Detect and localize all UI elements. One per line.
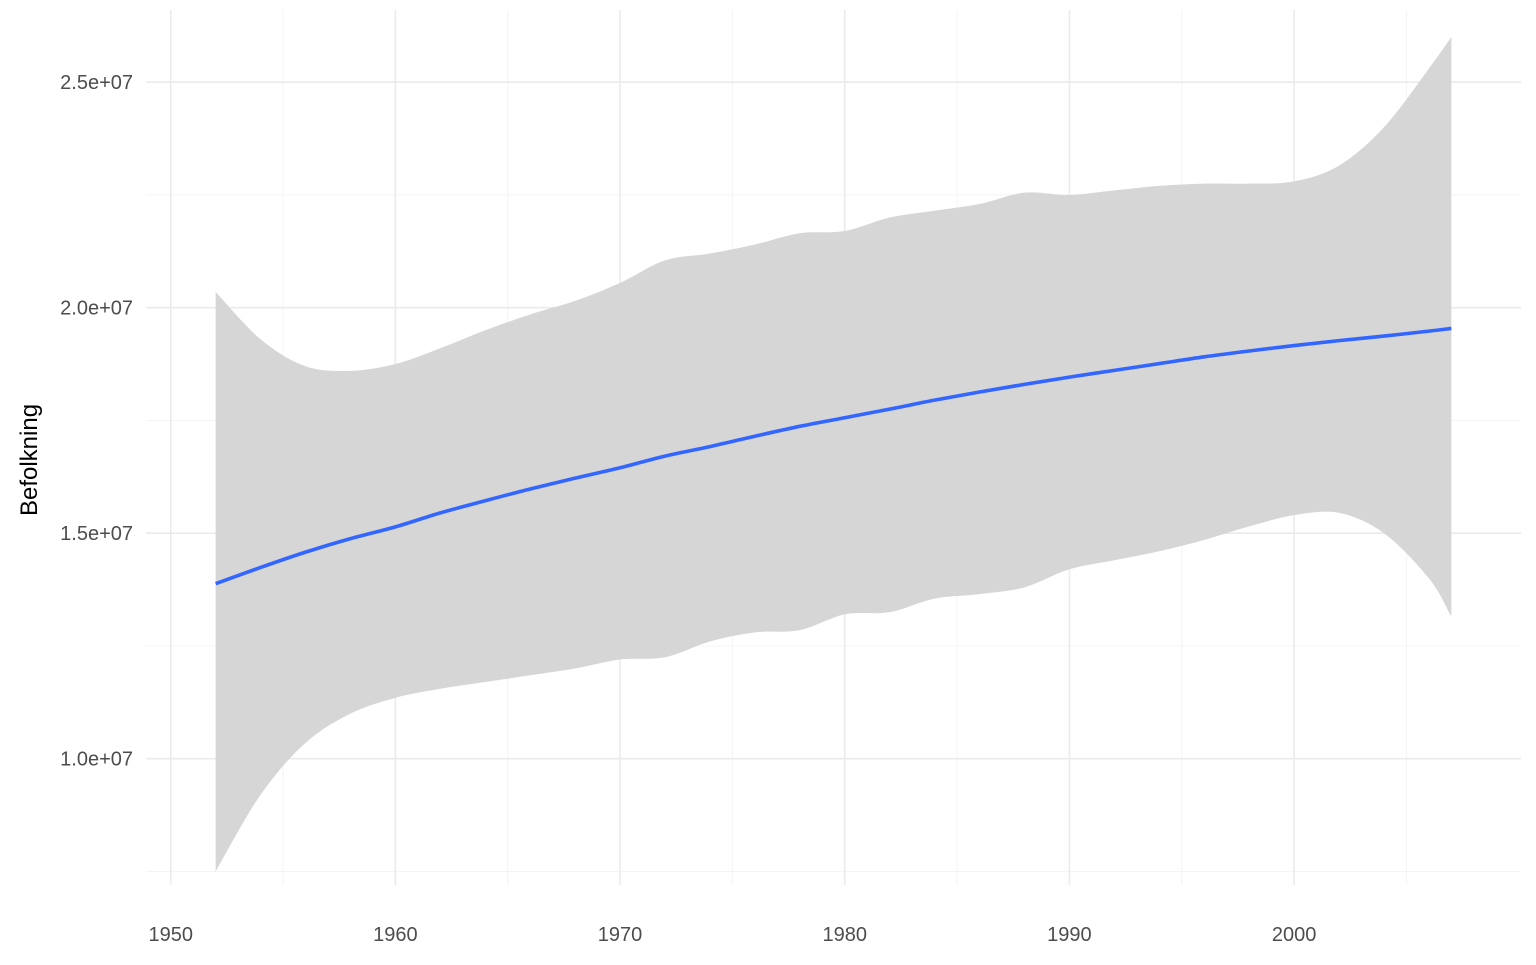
- y-tick-label: 2.5e+07: [60, 72, 133, 94]
- confidence-band-group: [215, 37, 1452, 872]
- confidence-band: [215, 37, 1452, 872]
- x-tick-label: 1980: [822, 924, 867, 946]
- x-tick-label: 2000: [1272, 924, 1317, 946]
- x-tick-label: 1960: [373, 924, 418, 946]
- trend-line-group: [215, 326, 1452, 586]
- trend-line: [215, 326, 1452, 586]
- x-tick-label: 1990: [1047, 924, 1092, 946]
- y-axis-title: Befolkning: [16, 404, 43, 516]
- y-axis-ticks: 1.0e+07 1.5e+07 2.0e+07 2.5e+07: [60, 72, 133, 771]
- x-axis-ticks: 1950 1960 1970 1980 1990 2000: [148, 924, 1316, 946]
- y-tick-label: 1.0e+07: [60, 749, 133, 771]
- x-tick-label: 1970: [598, 924, 643, 946]
- y-tick-label: 2.0e+07: [60, 298, 133, 320]
- y-tick-label: 1.5e+07: [60, 523, 133, 545]
- x-tick-label: 1950: [148, 924, 193, 946]
